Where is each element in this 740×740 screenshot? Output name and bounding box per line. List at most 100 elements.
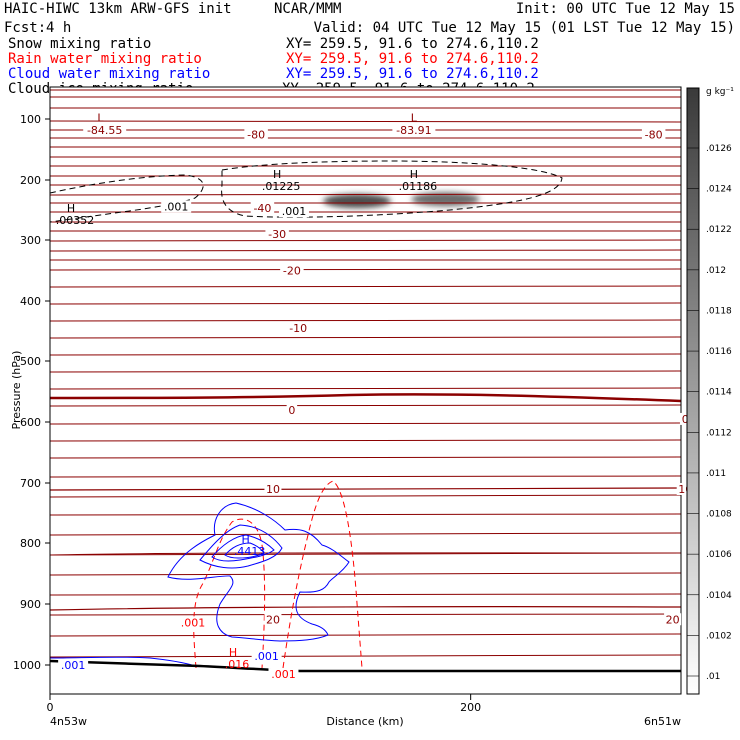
contour-label: .001 (282, 205, 307, 218)
cloud-water-contour-layer (50, 502, 350, 667)
isotherm-near-surface (50, 552, 681, 556)
isotherm (50, 285, 681, 288)
extremum-symbol: H (67, 202, 75, 215)
colorbar-tick-label: .0112 (706, 428, 732, 438)
colorbar-tick-label: .0124 (706, 185, 732, 195)
colorbar-tick-label: .0114 (706, 388, 732, 398)
extremum-value: .4413 (234, 545, 266, 558)
colorbar-unit: g kg⁻¹ (706, 87, 734, 97)
field-rain-name: Rain water mixing ratio (8, 51, 202, 67)
y-tick-label: 600 (20, 416, 41, 429)
y-tick-label: 500 (20, 355, 41, 368)
snow-contour (221, 160, 563, 218)
y-tick-label: 100 (20, 113, 41, 126)
extremum-symbol: H (410, 168, 418, 181)
cloud-water-contour (211, 534, 275, 562)
label-background (664, 613, 682, 626)
colorbar-tick-label: .0106 (706, 550, 732, 560)
snow-contour-layer (50, 160, 563, 223)
isotherm (50, 120, 681, 123)
extremum-symbol: H (229, 646, 237, 659)
extremum-value: .01186 (399, 180, 438, 193)
isotherm (50, 494, 681, 498)
extremum-symbol: L (97, 111, 104, 124)
endpoint-left: 4n53w (50, 715, 87, 728)
colorbar-tick-label: .0126 (706, 144, 732, 154)
isotherm (50, 249, 681, 252)
label-background (679, 412, 691, 425)
plot-frame (49, 86, 682, 695)
isotherm (50, 593, 681, 596)
colorbar: g kg⁻¹ .0126 .0124 .0122 .012 .0118 .0116 .011… (686, 87, 734, 695)
isotherm-label: -83.91 (396, 124, 431, 137)
label-background (392, 123, 436, 136)
isotherm (50, 319, 681, 322)
rain-contour-layer (193, 480, 363, 669)
isotherm (50, 475, 681, 478)
x-tick-label: 0 (47, 701, 54, 714)
colorbar-tick-label: .0118 (706, 306, 732, 316)
y-tick-label: 900 (20, 598, 41, 611)
isotherm-label: 0 (682, 413, 689, 426)
extremum-value: .00352 (56, 214, 95, 227)
snow-contour (50, 174, 204, 223)
label-background (264, 613, 282, 626)
isotherm (50, 336, 681, 339)
extremum-symbol: H (241, 533, 249, 546)
rain-contour (193, 518, 266, 669)
isotherm (50, 193, 681, 196)
model-title: HAIC-HIWC 13km ARW-GFS init (4, 1, 232, 17)
init-time: Init: 00 UTC Tue 12 May 15 (516, 1, 735, 17)
colorbar-tick-label: .0108 (706, 510, 732, 520)
x-tick-label: 200 (460, 701, 481, 714)
x-axis: 0 200 (47, 694, 481, 714)
isotherm (50, 239, 681, 242)
field-cloud-water-xy: XY= 259.5, 91.6 to 274.6,110.2 (286, 66, 539, 82)
label-background (268, 668, 299, 681)
isotherm (50, 268, 681, 271)
isotherm-label: -84.55 (87, 124, 122, 137)
isotherm (50, 439, 681, 442)
y-axis: 100 200 300 400 500 600 700 800 900 1000 (13, 113, 50, 672)
extremum-value: .016 (225, 658, 250, 671)
rain-contour (282, 480, 363, 669)
label-background (641, 128, 666, 141)
isotherm (50, 613, 681, 616)
isotherm-label: 20 (666, 613, 680, 626)
label-background (278, 205, 309, 218)
colorbar-tick-label: .0104 (706, 591, 732, 601)
label-background (58, 659, 89, 671)
field-snow-xy: XY= 259.5, 91.6 to 274.6,110.2 (286, 36, 539, 52)
colorbar-tick-label: .0122 (706, 225, 732, 235)
isotherm (50, 422, 681, 425)
label-background (286, 322, 310, 334)
y-tick-label: 1000 (13, 659, 41, 672)
isotherm (50, 633, 681, 637)
cloud-water-contour (199, 524, 283, 569)
field-cloud-water-name: Cloud water mixing ratio (8, 66, 210, 82)
isotherm-label: 10 (266, 483, 280, 496)
y-axis-title: Pressure (hPa) (10, 351, 23, 430)
isotherm (50, 456, 681, 459)
isotherm-layer (50, 89, 681, 658)
field-snow-name: Snow mixing ratio (8, 36, 151, 52)
isotherm (50, 370, 681, 373)
colorbar-tick-label: .011 (706, 469, 726, 479)
label-background (178, 616, 209, 629)
y-tick-label: 700 (20, 477, 41, 490)
extremum-symbol: H (273, 168, 281, 181)
center-label: NCAR/MMM (274, 1, 341, 17)
isotherm (50, 572, 681, 576)
x-axis-title: Distance (km) (326, 715, 403, 728)
label-background (251, 649, 282, 662)
contour-label: .001 (271, 668, 296, 681)
cloud-water-contour (167, 502, 350, 642)
colorbar-tick-label: .0102 (706, 631, 732, 641)
isotherm (50, 404, 681, 407)
isotherm (50, 387, 681, 390)
isotherm-label: 20 (266, 613, 280, 626)
endpoint-right: 6n51w (644, 715, 681, 728)
isotherm-label: -40 (253, 202, 271, 215)
